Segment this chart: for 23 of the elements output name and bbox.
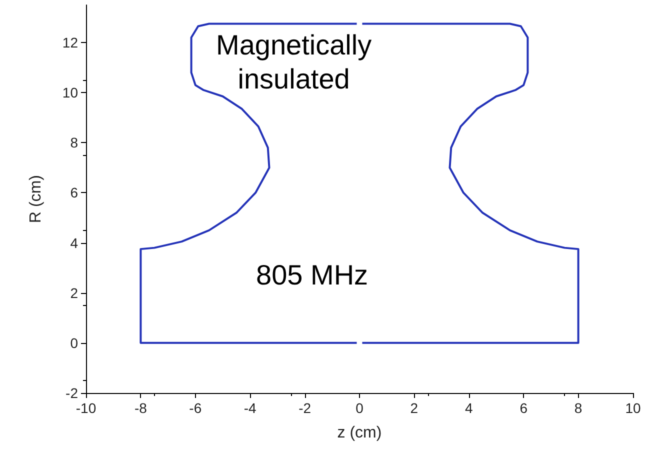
x-tick-label: -4 xyxy=(244,400,257,416)
y-tick-label: 0 xyxy=(70,334,78,351)
y-tick-label: 4 xyxy=(70,234,78,251)
x-tick-label: -8 xyxy=(134,400,148,416)
annotation: Magnetically insulated xyxy=(216,30,372,94)
y-tick-label: 2 xyxy=(70,284,78,301)
x-tick-label: 4 xyxy=(465,400,473,416)
y-tick-label: 12 xyxy=(62,34,78,51)
y-tick-label: 10 xyxy=(62,84,78,101)
x-tick-label: 2 xyxy=(410,400,418,416)
x-tick-label: 8 xyxy=(574,400,582,416)
y-tick-label: 8 xyxy=(70,134,78,151)
x-tick-label: 10 xyxy=(625,400,641,416)
x-tick-label: -6 xyxy=(189,400,202,416)
y-axis-title: R (cm) xyxy=(28,175,44,223)
x-tick-label: 0 xyxy=(356,400,364,416)
annotation: 805 MHz xyxy=(256,260,368,290)
x-tick-label: -10 xyxy=(76,400,96,416)
x-tick-label: -2 xyxy=(298,400,312,416)
x-tick-label: 6 xyxy=(520,400,528,416)
y-tick-label: 6 xyxy=(70,184,78,201)
x-axis-title: z (cm) xyxy=(337,424,382,442)
y-tick-label: -2 xyxy=(66,385,78,401)
